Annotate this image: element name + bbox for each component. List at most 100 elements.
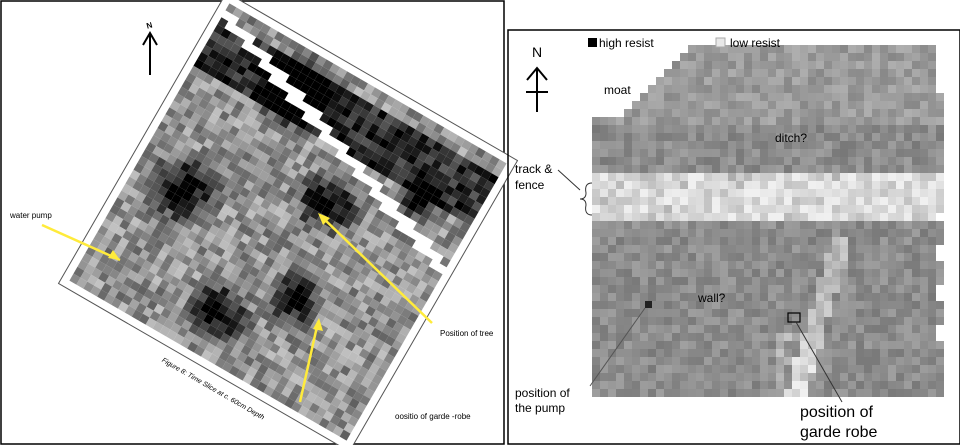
pixel — [311, 126, 323, 138]
pixel — [118, 237, 130, 249]
pixel — [920, 245, 928, 253]
pixel — [340, 411, 352, 423]
pixel — [191, 334, 203, 346]
pixel — [355, 337, 367, 349]
pixel — [832, 229, 840, 237]
pixel — [736, 309, 744, 317]
pixel — [936, 133, 944, 141]
pixel — [203, 249, 215, 261]
pixel — [872, 357, 880, 365]
pixel — [920, 381, 928, 389]
pixel — [912, 101, 920, 109]
pixel — [166, 329, 178, 341]
pixel — [624, 373, 632, 381]
pixel — [840, 333, 848, 341]
pixel — [270, 214, 282, 225]
pixel — [324, 152, 335, 164]
pixel — [83, 281, 95, 293]
pixel — [149, 135, 161, 147]
pixel — [936, 181, 944, 189]
pixel — [121, 183, 133, 195]
pixel — [784, 269, 792, 277]
pixel — [325, 134, 336, 146]
pixel — [244, 226, 256, 238]
pixel — [340, 125, 351, 136]
pixel — [377, 331, 389, 343]
pixel — [157, 185, 169, 197]
pixel — [624, 205, 632, 213]
pixel — [317, 148, 328, 160]
pixel — [181, 319, 193, 331]
pixel — [302, 94, 314, 106]
pixel — [348, 222, 360, 234]
pixel — [816, 341, 824, 349]
pixel — [192, 252, 204, 264]
pixel — [800, 53, 808, 61]
pixel — [362, 230, 374, 242]
pixel — [832, 181, 840, 189]
pixel — [592, 197, 600, 205]
pixel — [888, 213, 896, 221]
pixel — [331, 378, 343, 390]
pixel — [760, 165, 768, 173]
pixel — [187, 212, 199, 224]
pixel — [704, 253, 712, 261]
pixel — [632, 389, 640, 397]
pixel — [680, 69, 688, 77]
pixel — [864, 253, 872, 261]
pixel — [205, 342, 217, 354]
pixel — [784, 45, 792, 53]
pixel — [720, 245, 728, 253]
pixel — [433, 123, 445, 135]
label: Position of tree — [440, 329, 494, 338]
pixel — [255, 94, 267, 106]
pixel — [247, 62, 258, 74]
pixel — [712, 389, 720, 397]
pixel — [434, 170, 445, 182]
pixel — [175, 122, 187, 134]
pixel — [182, 237, 194, 249]
pixel — [800, 373, 808, 381]
pixel — [428, 194, 440, 206]
pixel — [218, 63, 230, 75]
pixel — [648, 341, 656, 349]
pixel — [752, 301, 760, 309]
pixel — [768, 85, 776, 93]
pixel — [864, 109, 872, 117]
pixel — [113, 197, 125, 209]
pixel — [303, 380, 315, 392]
pixel — [266, 156, 278, 168]
pixel — [720, 53, 728, 61]
label: track & — [515, 162, 552, 176]
pixel — [656, 85, 664, 93]
pixel — [600, 333, 608, 341]
pixel — [608, 365, 616, 373]
pixel — [928, 53, 936, 61]
pixel — [322, 364, 333, 375]
pixel — [808, 101, 816, 109]
pixel — [928, 101, 936, 109]
pixel — [800, 301, 808, 309]
pixel — [776, 373, 784, 381]
pixel — [422, 237, 434, 249]
pixel — [277, 218, 288, 229]
pixel — [411, 240, 423, 252]
pixel — [888, 277, 896, 285]
pixel — [187, 341, 199, 353]
pixel — [816, 109, 824, 117]
pixel — [334, 389, 346, 401]
pixel — [664, 269, 672, 277]
pixel — [768, 261, 776, 269]
pixel — [430, 223, 442, 235]
pixel — [367, 141, 379, 152]
pixel — [264, 127, 276, 139]
pixel — [872, 117, 880, 125]
pixel — [840, 101, 848, 109]
pixel — [648, 365, 656, 373]
pixel — [376, 173, 388, 185]
pixel — [936, 149, 944, 157]
pixel — [463, 214, 475, 226]
pixel — [880, 101, 888, 109]
pixel — [316, 277, 328, 289]
pixel — [207, 66, 219, 78]
